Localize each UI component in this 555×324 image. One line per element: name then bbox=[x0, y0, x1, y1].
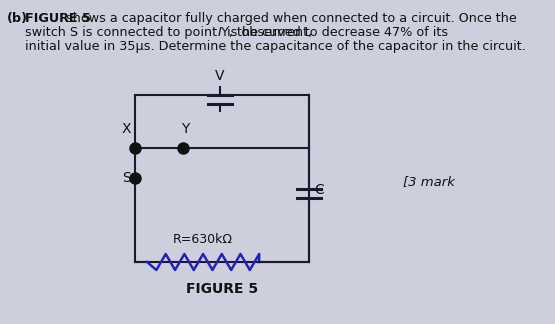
Text: shows a capacitor fully charged when connected to a circuit. Once the: shows a capacitor fully charged when con… bbox=[62, 12, 517, 25]
Text: V: V bbox=[215, 69, 225, 83]
Text: X: X bbox=[122, 122, 131, 136]
Text: I: I bbox=[218, 26, 221, 39]
Text: initial value in 35μs. Determine the capacitance of the capacitor in the circuit: initial value in 35μs. Determine the cap… bbox=[25, 40, 526, 53]
Text: [3 mark: [3 mark bbox=[403, 175, 455, 188]
Text: S: S bbox=[123, 171, 131, 185]
Text: R=630kΩ: R=630kΩ bbox=[173, 233, 233, 246]
Text: (b): (b) bbox=[7, 12, 28, 25]
Text: C: C bbox=[314, 182, 324, 196]
Text: FIGURE 5: FIGURE 5 bbox=[186, 282, 258, 296]
Text: is observed to decrease 47% of its: is observed to decrease 47% of its bbox=[223, 26, 448, 39]
Text: FIGURE 5: FIGURE 5 bbox=[25, 12, 91, 25]
Text: switch S is connected to point Y, the current,: switch S is connected to point Y, the cu… bbox=[25, 26, 316, 39]
Text: Y: Y bbox=[181, 122, 189, 136]
